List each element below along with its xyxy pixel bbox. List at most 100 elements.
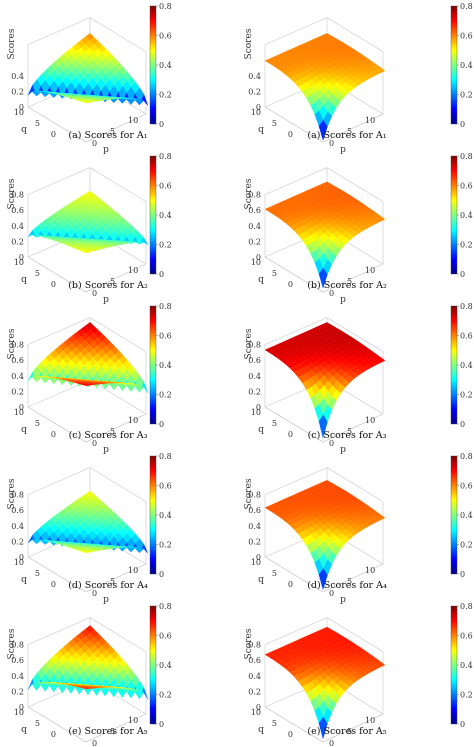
- colorbar-gradient: [149, 455, 157, 575]
- y-tick-label: 10: [251, 408, 261, 417]
- colorbar-tick-label: 0: [159, 570, 164, 579]
- z-tick-label: 0.2: [11, 87, 24, 96]
- surface-patch: [81, 687, 91, 690]
- colorbar-tick-label: 0.6: [159, 332, 172, 341]
- x-tick-label: 10: [365, 716, 375, 725]
- colorbar: 0.8 0.6 0.4 0.2 0: [450, 302, 473, 429]
- colorbar-tick-label: 0.2: [159, 91, 172, 100]
- z-tick-label: 0.4: [11, 222, 24, 231]
- z-tick-label: 0.6: [248, 506, 261, 515]
- colorbar-tick-label: 0: [159, 720, 164, 729]
- x-axis-label: p: [103, 295, 109, 305]
- z-tick-label: 0.8: [11, 641, 24, 650]
- axes-box: [27, 167, 147, 293]
- colorbar: 0.8 0.6 0.4 0.2 0: [450, 2, 473, 129]
- colorbar-gradient: [450, 5, 458, 125]
- panel-left-4: 0.80.60.40.20Scores1050q0510p0.80.60.40.…: [7, 452, 172, 605]
- x-tick-label: 0: [329, 439, 334, 448]
- y-tick-label: 10: [14, 408, 24, 417]
- z-tick-label: 0.8: [248, 491, 261, 500]
- x-axis-label: p: [340, 295, 346, 305]
- y-axis-label: q: [21, 125, 27, 135]
- z-tick-label: 0: [19, 553, 24, 562]
- z-tick-label: 0.2: [248, 687, 261, 696]
- z-axis-label: Scores: [7, 178, 17, 209]
- panel-caption: (c) Scores for A₃: [69, 430, 148, 441]
- x-tick-label: 10: [128, 416, 138, 425]
- z-tick-label: 0.2: [248, 237, 261, 246]
- panel-caption: (a) Scores for A₁: [68, 130, 147, 141]
- colorbar: 0.8 0.6 0.4 0.2 0: [149, 2, 172, 129]
- y-axis-label: q: [258, 425, 264, 435]
- z-tick-label: 0: [19, 103, 24, 112]
- x-tick-label: 10: [128, 566, 138, 575]
- colorbar-tick-label: 0.4: [159, 361, 172, 370]
- surface: [27, 190, 149, 254]
- y-tick-label: 10: [251, 108, 261, 117]
- x-tick-label: 0: [92, 589, 97, 598]
- z-axis-label: Scores: [7, 28, 17, 59]
- z-tick-label: 0: [19, 403, 24, 412]
- x-axis-label: p: [340, 595, 346, 605]
- panel-left-1: 0.40.20Scores1050q0510p0.80.60.40.20(a) …: [7, 2, 172, 155]
- z-axis-label: Scores: [244, 178, 254, 209]
- y-tick-label: 5: [35, 569, 40, 578]
- y-tick-label: 5: [272, 719, 277, 728]
- surface-patch: [81, 249, 91, 254]
- y-axis-label: q: [21, 725, 27, 735]
- z-tick-label: 0.2: [248, 87, 261, 96]
- z-tick-label: 0.6: [11, 506, 24, 515]
- z-tick-label: 0.8: [248, 341, 261, 350]
- colorbar-tick-label: 0.4: [159, 661, 172, 670]
- colorbar-tick-label: 0: [159, 270, 164, 279]
- y-tick-label: 0: [288, 280, 293, 289]
- z-axis-label: Scores: [244, 28, 254, 59]
- y-tick-label: 10: [14, 258, 24, 267]
- x-axis-label: p: [340, 445, 346, 455]
- y-tick-label: 0: [51, 580, 56, 589]
- x-tick-label: 5: [347, 277, 352, 286]
- x-tick-label: 10: [365, 116, 375, 125]
- colorbar-tick-label: 0: [460, 720, 465, 729]
- x-axis-label: p: [103, 445, 109, 455]
- x-tick-label: 0: [329, 589, 334, 598]
- colorbar-tick-label: 0.2: [460, 241, 473, 250]
- x-tick-label: 5: [347, 727, 352, 736]
- colorbar-tick-label: 0.6: [460, 632, 473, 641]
- colorbar-tick-label: 0.6: [159, 32, 172, 41]
- colorbar-tick-label: 0.8: [460, 602, 473, 611]
- z-tick-label: 0: [256, 553, 261, 562]
- surface-patch: [318, 414, 328, 439]
- x-tick-label: 5: [110, 577, 115, 586]
- z-axis-label: Scores: [7, 328, 17, 359]
- colorbar-tick-label: 0.8: [460, 152, 473, 161]
- colorbar: 0.8 0.6 0.4 0.2 0: [450, 152, 473, 279]
- colorbar-tick-label: 0.2: [460, 691, 473, 700]
- panel-caption: (b) Scores for A₂: [68, 280, 148, 291]
- colorbar-tick-label: 0.8: [159, 302, 172, 311]
- z-tick-label: 0.6: [11, 656, 24, 665]
- z-tick-label: 0.8: [11, 491, 24, 500]
- y-tick-label: 0: [51, 730, 56, 739]
- y-tick-label: 10: [14, 708, 24, 717]
- surface-patch: [318, 119, 328, 141]
- colorbar: 0.8 0.6 0.4 0.2 0: [450, 602, 473, 729]
- surface: [27, 490, 149, 554]
- panel-caption: (a) Scores for A₁: [307, 130, 386, 141]
- colorbar-tick-label: 0.4: [159, 211, 172, 220]
- colorbar-tick-label: 0.4: [460, 361, 473, 370]
- y-tick-label: 0: [288, 580, 293, 589]
- colorbar-tick-label: 0: [159, 120, 164, 129]
- panel-right-4: 0.80.60.40.20Scores1050q0510p0.80.60.40.…: [244, 452, 473, 605]
- colorbar-tick-label: 0.2: [159, 691, 172, 700]
- x-tick-label: 10: [365, 566, 375, 575]
- x-tick-label: 10: [365, 416, 375, 425]
- colorbar-tick-label: 0: [460, 270, 465, 279]
- colorbar-gradient: [450, 155, 458, 275]
- y-tick-label: 5: [35, 269, 40, 278]
- colorbar-gradient: [149, 305, 157, 425]
- x-tick-label: 5: [110, 277, 115, 286]
- surface: [264, 322, 386, 439]
- z-tick-label: 0.4: [11, 372, 24, 381]
